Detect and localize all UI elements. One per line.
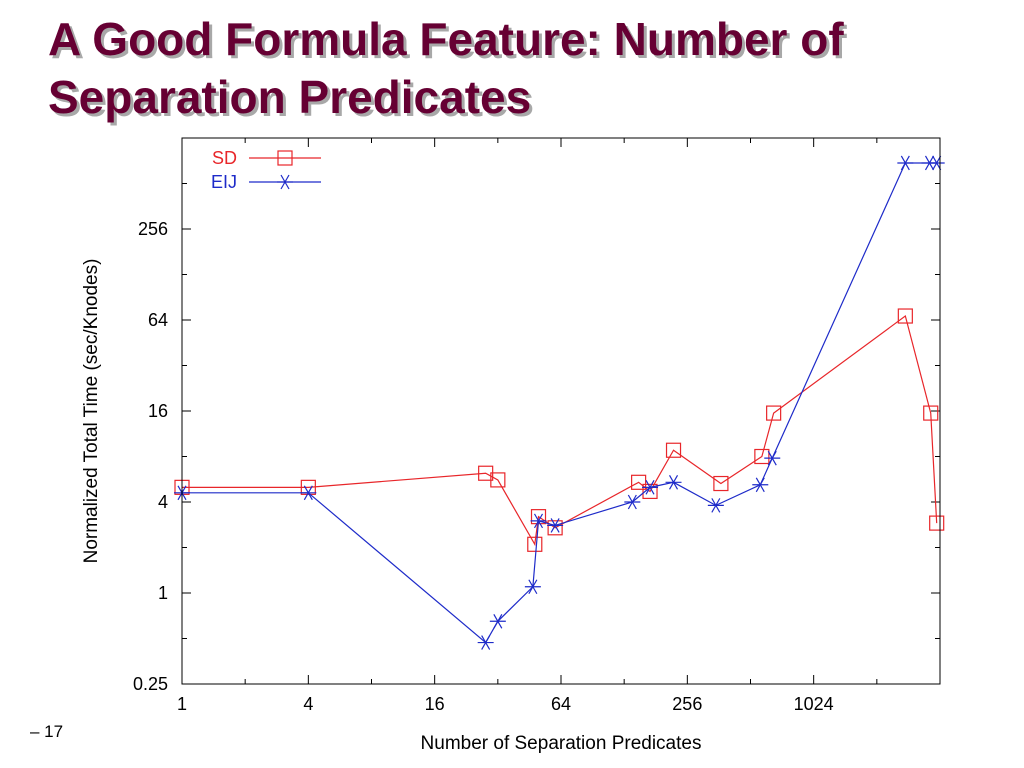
y-tick-label: 16 (148, 401, 168, 421)
y-tick-label: 4 (158, 492, 168, 512)
x-tick-label: 4 (303, 694, 313, 714)
series-eij-point (300, 485, 317, 501)
slide-title-line1: A Good Formula Feature: Number of (48, 13, 844, 65)
x-tick-label: 256 (672, 694, 702, 714)
series-eij-point (624, 494, 641, 510)
axis-ticks (181, 137, 941, 685)
x-tick-label: 64 (551, 694, 571, 714)
star-stroke (481, 635, 491, 650)
x-axis-label: Number of Separation Predicates (421, 733, 702, 754)
series-sd-point (665, 442, 682, 458)
series-eij-point (928, 155, 945, 171)
legend: SD EIJ (211, 148, 321, 192)
star-stroke (627, 494, 637, 510)
series-sd-line (182, 315, 938, 547)
legend-marker-eij (277, 174, 293, 190)
series-eij-point (752, 477, 769, 493)
star-stroke (303, 485, 313, 501)
y-tick-label: 64 (148, 310, 168, 330)
star-stroke (645, 480, 655, 495)
x-tick-label: 1 (177, 694, 187, 714)
series-sd-point (631, 474, 647, 490)
star-stroke (669, 475, 679, 490)
star-stroke (755, 477, 765, 493)
legend-marker-sd (277, 150, 293, 166)
series-sd-point (766, 405, 782, 421)
series-layer (174, 155, 945, 650)
y-axis-label: Normalized Total Time (sec/Knodes) (81, 259, 102, 564)
series-eij-point (642, 480, 659, 495)
series-eij (174, 155, 945, 650)
y-tick-label: 1 (158, 583, 168, 603)
series-eij-point (547, 518, 564, 533)
star-stroke (528, 579, 538, 595)
star-stroke (932, 155, 942, 171)
series-eij-point (530, 513, 547, 529)
series-eij-point (764, 450, 781, 466)
y-tick-label: 256 (138, 219, 168, 239)
series-sd-point (713, 475, 729, 492)
series-sd-point (300, 479, 316, 495)
y-tick-label: 0.25 (133, 674, 168, 694)
plot-frame (181, 137, 941, 685)
series-sd-point (490, 472, 506, 488)
x-tick-label: 16 (425, 694, 445, 714)
x-tick-label: 1024 (794, 694, 834, 714)
series-sd-point (547, 520, 563, 536)
series-sd (174, 308, 945, 552)
series-sd-point (897, 308, 913, 324)
legend-label-sd: SD (212, 148, 237, 168)
star-stroke (550, 518, 560, 533)
series-sd-point (527, 536, 543, 552)
series-eij-point (707, 498, 724, 513)
star-stroke (280, 174, 290, 190)
series-eij-point (524, 579, 541, 595)
star-stroke (767, 450, 777, 466)
series-eij-point (897, 155, 914, 171)
series-eij-point (477, 635, 494, 650)
slide-title: A Good Formula Feature: Number of Separa… (48, 10, 1008, 126)
star-stroke (533, 513, 544, 529)
star-stroke (493, 613, 503, 629)
series-eij-line (182, 162, 937, 644)
series-eij-point (489, 613, 506, 629)
series-sd-point (929, 515, 945, 531)
star-stroke (711, 498, 721, 513)
page-number: – 17 (30, 722, 64, 741)
series-eij-point (665, 475, 682, 490)
series-sd-point (642, 483, 658, 500)
slide-title-line2: Separation Predicates (48, 71, 532, 123)
series-sd-point (754, 448, 770, 465)
series-sd-point (923, 405, 939, 421)
star-stroke (900, 155, 910, 171)
legend-label-eij: EIJ (211, 172, 237, 192)
tick-labels: 1 4 16 64 256 1024 0.25 1 4 16 64 256 (133, 219, 834, 714)
